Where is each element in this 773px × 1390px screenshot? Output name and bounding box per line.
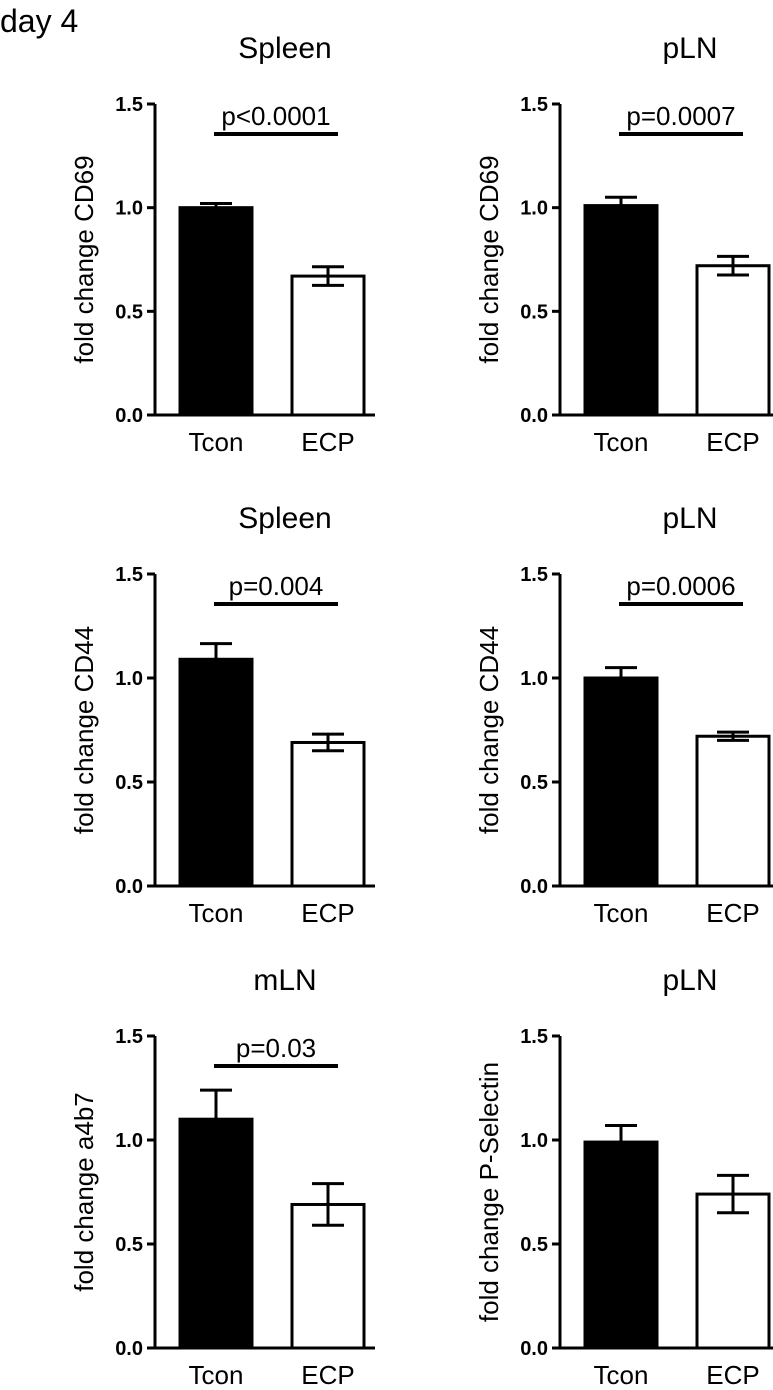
y-tick-label: 0.0 [520,405,548,427]
x-tick-label: Tcon [189,898,244,928]
chart-panel-4: pLN 0.0 0.5 1.0 1.5 fold change CD44 Tcon ECP p=… [474,502,773,928]
y-tick-label: 0.5 [115,1234,143,1256]
panel-label: day 4 [0,3,78,39]
y-tick-label: 1.0 [520,1130,548,1152]
p-value-label: p=0.004 [229,571,324,601]
chart-title: pLN [662,964,717,997]
chart-title: Spleen [238,32,331,65]
y-tick-label: 1.5 [115,1026,143,1048]
y-tick-label: 0.0 [520,1338,548,1360]
y-tick-label: 1.5 [520,1026,548,1048]
x-tick-label: ECP [301,898,354,928]
chart-panel-6: pLN 0.0 0.5 1.0 1.5 fold change P-Selectin Tco… [474,964,773,1390]
y-tick-label: 1.0 [520,668,548,690]
y-tick-label: 1.5 [115,94,143,116]
chart-title: Spleen [238,502,331,535]
y-axis-label: fold change CD69 [474,155,504,363]
y-tick-label: 0.0 [115,876,143,898]
bar-ecp [695,1192,771,1350]
y-axis-label: fold change a4b7 [69,1092,99,1292]
p-value-label: p=0.03 [236,1033,316,1063]
x-tick-label: ECP [301,427,354,457]
y-tick-label: 0.5 [520,301,548,323]
x-tick-label: Tcon [594,427,649,457]
p-value-label: p=0.0006 [626,571,735,601]
bar-tcon [583,676,659,888]
y-tick-label: 1.5 [520,94,548,116]
x-tick-label: Tcon [189,427,244,457]
x-tick-label: ECP [706,427,759,457]
y-tick-label: 0.0 [520,876,548,898]
y-tick-label: 1.0 [115,668,143,690]
y-tick-label: 1.0 [115,1130,143,1152]
chart-title: pLN [662,502,717,535]
bar-ecp [290,740,366,888]
y-tick-label: 1.0 [115,198,143,220]
y-axis-label: fold change CD69 [69,155,99,363]
x-tick-label: Tcon [189,1360,244,1390]
y-tick-label: 0.0 [115,1338,143,1360]
y-tick-label: 1.5 [520,564,548,586]
chart-panel-2: pLN 0.0 0.5 1.0 1.5 fold change CD69 Tcon ECP p=… [474,32,773,457]
y-tick-label: 0.5 [115,772,143,794]
bar-ecp [695,264,771,417]
x-tick-label: Tcon [594,898,649,928]
chart-panel-3: Spleen 0.0 0.5 1.0 1.5 fold change CD44 Tcon EC… [69,502,375,928]
y-tick-label: 0.5 [115,301,143,323]
bar-tcon [583,204,659,417]
y-axis-label: fold change P-Selectin [474,1062,504,1322]
y-axis-label: fold change CD44 [474,626,504,834]
y-tick-label: 0.5 [520,1234,548,1256]
bar-tcon [178,657,254,888]
chart-title: mLN [253,964,316,997]
y-tick-label: 1.5 [115,564,143,586]
charts-grid: Spleen 0.0 0.5 1.0 1.5 fold change CD69 Tcon EC… [69,32,773,1390]
p-value-label: p=0.0007 [626,101,735,131]
x-tick-label: Tcon [594,1360,649,1390]
x-tick-label: ECP [301,1360,354,1390]
bar-tcon [178,206,254,417]
bar-ecp [290,274,366,417]
y-tick-label: 1.0 [520,198,548,220]
x-tick-label: ECP [706,1360,759,1390]
chart-panel-5: mLN 0.0 0.5 1.0 1.5 fold change a4b7 Tcon ECP p=… [69,964,375,1390]
bar-tcon [583,1140,659,1350]
p-value-label: p<0.0001 [221,101,330,131]
x-tick-label: ECP [706,898,759,928]
y-tick-label: 0.0 [115,405,143,427]
bar-tcon [178,1117,254,1350]
bar-ecp [695,734,771,888]
bar-ecp [290,1202,366,1350]
chart-title: pLN [662,32,717,65]
y-axis-label: fold change CD44 [69,626,99,834]
chart-panel-1: Spleen 0.0 0.5 1.0 1.5 fold change CD69 Tcon EC… [69,32,375,457]
y-tick-label: 0.5 [520,772,548,794]
